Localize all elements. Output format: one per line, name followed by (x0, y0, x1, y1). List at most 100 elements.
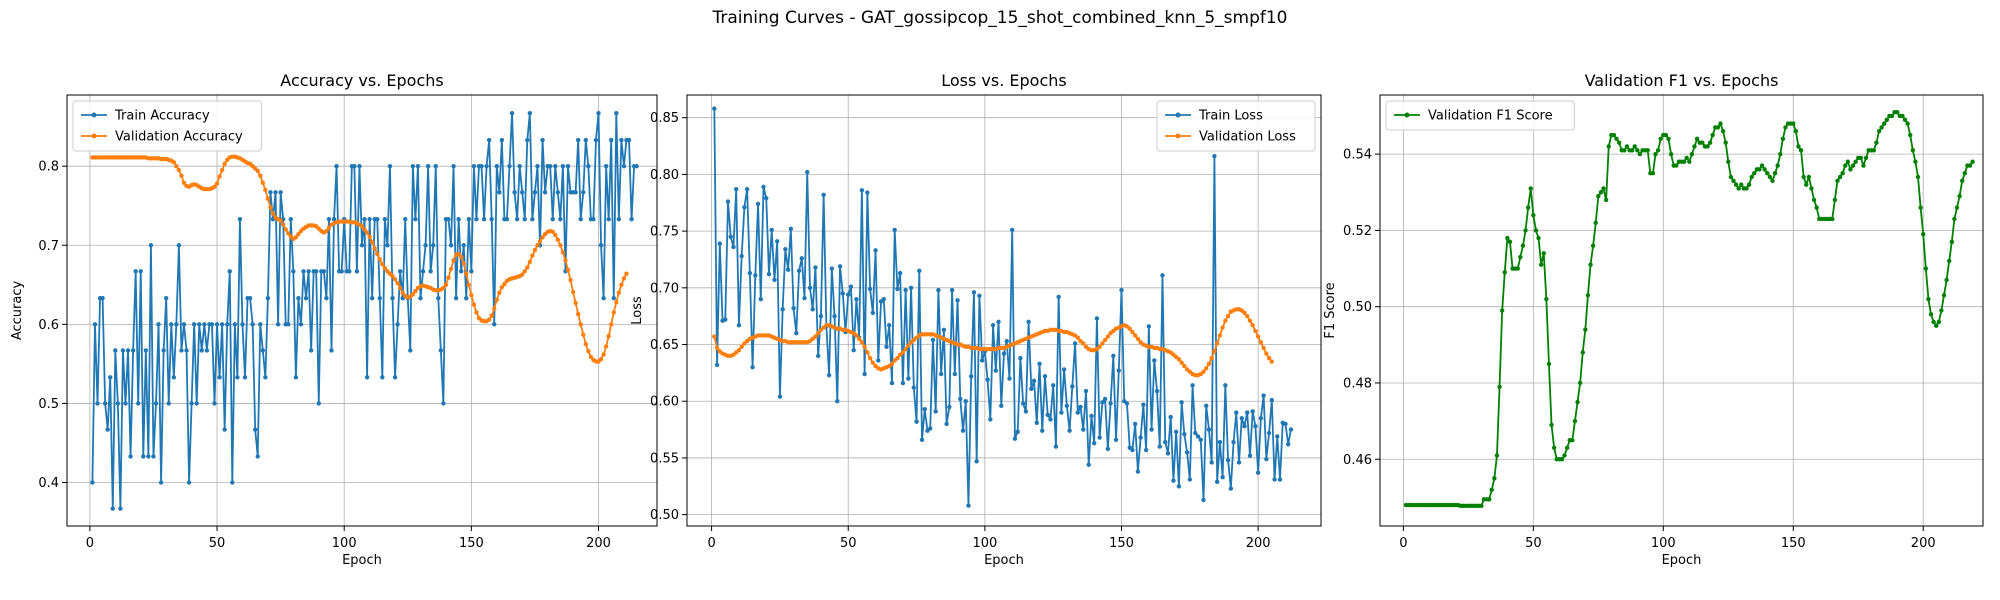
data-point (1629, 148, 1635, 153)
data-point (936, 287, 941, 293)
data-point (1179, 360, 1184, 365)
data-point (453, 296, 459, 301)
data-point (469, 269, 474, 274)
data-point (1097, 344, 1102, 349)
data-point (260, 348, 266, 353)
data-point (1876, 129, 1882, 134)
data-point (438, 348, 444, 353)
data-point (867, 286, 873, 292)
data-point (725, 199, 731, 204)
data-point (179, 348, 184, 353)
data-point (403, 216, 408, 222)
data-point (1850, 163, 1856, 168)
data-point (179, 173, 184, 178)
data-point (1879, 125, 1884, 130)
data-point (785, 267, 791, 272)
data-point (517, 163, 522, 169)
data-point (802, 295, 807, 301)
data-point (601, 296, 606, 301)
data-point (603, 163, 609, 169)
series-line-0 (713, 108, 1292, 507)
data-point (1171, 478, 1176, 483)
data-point (739, 253, 744, 259)
data-point (1494, 453, 1500, 458)
data-point (609, 322, 614, 327)
data-point (481, 216, 487, 222)
data-point (568, 277, 573, 283)
data-point (826, 372, 832, 378)
data-point (949, 287, 955, 293)
data-point (171, 160, 177, 165)
data-point (352, 163, 357, 169)
data-point (1923, 266, 1929, 271)
data-point (739, 344, 744, 349)
data-point (474, 310, 479, 315)
data-point (339, 269, 344, 274)
data-point (136, 401, 141, 406)
data-point (359, 243, 365, 248)
data-point (889, 361, 895, 367)
data-point (1078, 404, 1083, 410)
data-point (1710, 132, 1715, 138)
data-point (996, 319, 1001, 325)
data-point (744, 186, 750, 192)
data-point (1086, 462, 1091, 467)
legend-marker (1175, 112, 1181, 118)
data-point (867, 355, 873, 361)
data-point (601, 352, 606, 357)
data-point (1811, 197, 1817, 203)
data-point (1029, 386, 1034, 391)
data-point (1149, 427, 1154, 432)
data-point (153, 401, 159, 406)
data-point (1489, 487, 1494, 492)
data-point (1908, 132, 1913, 138)
data-point (492, 306, 497, 311)
data-point (821, 192, 826, 198)
data-point (560, 163, 566, 169)
data-point (952, 371, 958, 377)
data-point (102, 401, 108, 406)
data-point (873, 248, 878, 253)
data-point (260, 180, 266, 185)
data-point (204, 348, 210, 353)
data-point (1130, 329, 1135, 335)
data-point (120, 348, 126, 353)
data-point (1580, 350, 1585, 355)
series-line-0 (1405, 111, 1974, 507)
data-point (1723, 140, 1728, 145)
data-point (1505, 235, 1510, 241)
data-point (471, 302, 477, 307)
data-point (174, 322, 179, 327)
data-point (990, 323, 996, 328)
data-point (1247, 318, 1253, 323)
data-point (1585, 293, 1591, 298)
data-point (242, 375, 248, 380)
data-point (367, 216, 372, 222)
data-point (1720, 129, 1726, 134)
data-point (1559, 457, 1565, 462)
data-point (611, 296, 616, 301)
data-point (530, 253, 535, 258)
data-point (222, 427, 227, 432)
data-point (130, 348, 136, 353)
data-point (288, 216, 293, 222)
data-point (497, 190, 502, 195)
data-point (777, 394, 783, 399)
data-point (1132, 421, 1138, 427)
data-point (222, 161, 227, 167)
data-point (1541, 251, 1546, 256)
data-point (1081, 427, 1086, 432)
data-point (596, 110, 601, 116)
data-point (1752, 170, 1757, 176)
data-point (1492, 476, 1497, 481)
data-point (1793, 129, 1799, 134)
data-point (887, 323, 892, 328)
data-point (1214, 341, 1220, 346)
data-point (1173, 429, 1179, 435)
y-axis-label: Loss (630, 296, 645, 325)
data-point (1533, 228, 1539, 233)
data-point (750, 365, 755, 370)
data-point (818, 313, 824, 319)
data-point (1176, 357, 1182, 362)
data-point (914, 419, 919, 424)
